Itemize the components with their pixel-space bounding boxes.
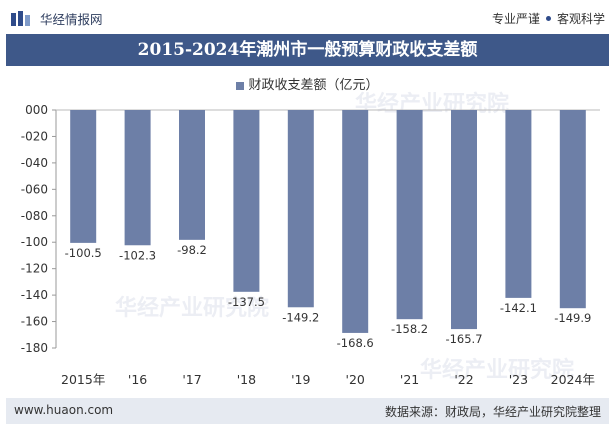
y-tick-label: -060 (21, 182, 48, 196)
chart-title: 2015-2024年潮州市一般预算财政收支差额 (137, 40, 478, 60)
x-tick-label: 2024年 (551, 372, 595, 387)
bar (287, 110, 314, 308)
x-tick-label: '16 (128, 372, 147, 387)
bar (70, 110, 97, 243)
footer-website: www.huaon.com (14, 403, 114, 417)
data-label: -149.2 (282, 310, 319, 324)
tagline-right: 客观科学 (556, 12, 605, 26)
watermark-text: 华经产业研究院 (420, 358, 575, 383)
y-tick-label: 000 (25, 103, 48, 117)
data-label: -158.2 (391, 322, 428, 336)
bar (233, 110, 260, 292)
x-tick-label: 2015年 (61, 372, 105, 387)
title-bar: 2015-2024年潮州市一般预算财政收支差额 (6, 34, 609, 66)
data-label: -165.7 (445, 332, 482, 346)
watermark-text: 华经产业研究院 (355, 92, 510, 117)
y-tick-label: -160 (21, 315, 48, 329)
bar (505, 110, 532, 298)
brand: 华经情报网 (10, 9, 103, 28)
x-tick-label: '22 (454, 372, 473, 387)
x-tick-label: '18 (237, 372, 256, 387)
x-tick-label: '21 (400, 372, 419, 387)
tagline: 专业严谨 客观科学 (492, 10, 605, 27)
bar (451, 110, 477, 330)
footer: www.huaon.com 数据来源：财政局，华经产业研究院整理 (6, 398, 609, 424)
y-tick-label: -180 (21, 341, 48, 355)
bar (124, 110, 151, 246)
bar (559, 110, 586, 309)
y-tick-label: -040 (21, 156, 48, 170)
y-tick-label: -100 (21, 235, 48, 249)
data-label: -142.1 (500, 301, 537, 315)
data-label: -137.5 (228, 295, 265, 309)
legend-swatch-icon (236, 81, 245, 90)
y-tick-label: -140 (21, 288, 48, 302)
brand-name: 华经情报网 (40, 12, 103, 27)
chart-legend: 财政收支差额（亿元） (0, 74, 615, 93)
y-tick-label: -080 (21, 209, 48, 223)
y-tick-label: -020 (21, 129, 48, 143)
brand-logo-icon (11, 10, 30, 26)
data-label: -98.2 (177, 243, 207, 257)
data-label: -102.3 (119, 248, 156, 262)
bar (342, 110, 369, 333)
watermark-text: 华经产业研究院 (115, 296, 270, 321)
data-label: -168.6 (337, 336, 374, 350)
tagline-dot-icon (545, 16, 551, 21)
data-label: -100.5 (65, 246, 102, 260)
data-label: -149.9 (554, 311, 591, 325)
x-tick-label: '23 (509, 372, 528, 387)
y-tick-label: -120 (21, 262, 48, 276)
footer-source: 数据来源：财政局，华经产业研究院整理 (384, 405, 601, 419)
tagline-left: 专业严谨 (491, 12, 540, 26)
x-tick-label: '20 (346, 372, 365, 387)
x-tick-label: '17 (182, 372, 201, 387)
top-bar: 华经情报网 专业严谨 客观科学 (0, 0, 615, 34)
x-tick-label: '19 (291, 372, 310, 387)
legend-label: 财政收支差额（亿元） (248, 78, 379, 93)
bar (179, 110, 205, 240)
bar (396, 110, 423, 320)
